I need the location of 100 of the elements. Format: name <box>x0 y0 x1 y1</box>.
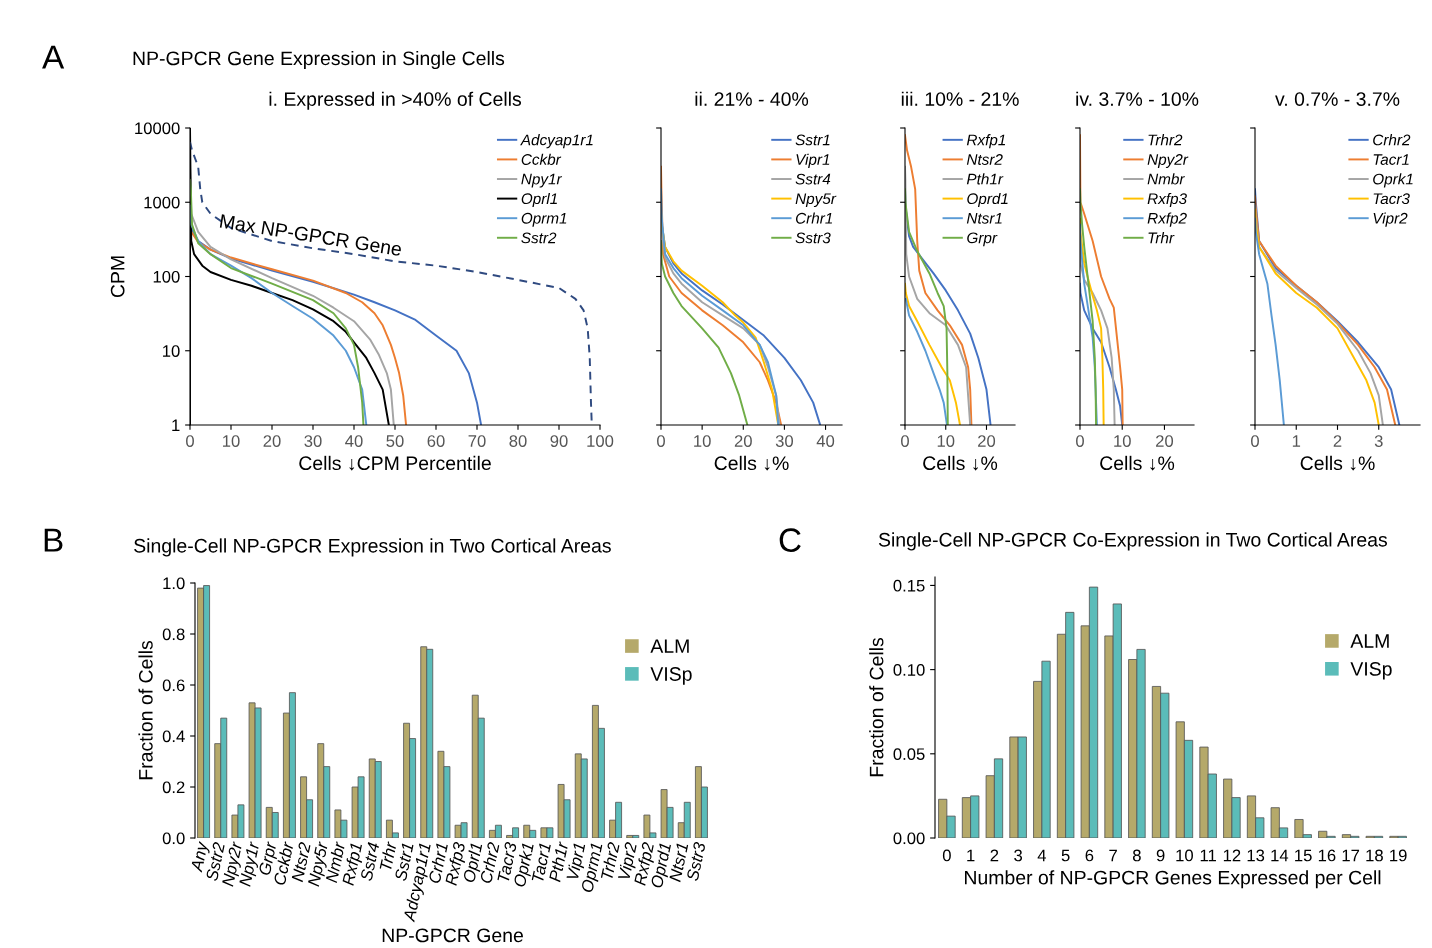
x-axis-title: Cells ↓CPM Percentile <box>299 455 491 471</box>
y-tick-label: 0.10 <box>893 664 925 676</box>
y-tick-label: 0.2 <box>162 781 185 794</box>
legend-label: Adcyap1r1 <box>520 134 593 149</box>
y-axis-title: Fraction of Cells <box>138 640 153 780</box>
x-tick-label: 2 <box>1333 435 1342 447</box>
x-tick-label: 0 <box>942 849 951 862</box>
legend-label: Grpr <box>967 232 998 247</box>
x-tick-label: 40 <box>816 435 835 447</box>
y-tick-label: 100 <box>153 270 180 283</box>
x-tick-label: 14 <box>1271 849 1289 862</box>
x-tick-label: 1 <box>1292 435 1301 447</box>
x-tick-label: Pth1r <box>548 840 569 883</box>
x-tick-label: 15 <box>1295 849 1312 862</box>
legend-label: Oprl1 <box>521 192 557 208</box>
x-tick-label: 10 <box>1114 435 1131 447</box>
y-tick-label: 1 <box>172 419 180 432</box>
x-tick-label: 10 <box>223 435 240 447</box>
legend-label: Rxfp1 <box>966 134 1006 149</box>
x-tick-label: 30 <box>304 435 322 447</box>
legend-label: Ntsr1 <box>966 213 1002 224</box>
legend-label: Pth1r <box>966 173 1004 185</box>
x-tick-label: 60 <box>427 435 445 447</box>
x-axis-title: Cells ↓% <box>923 455 998 471</box>
legend-label: Cckbr <box>521 153 562 165</box>
x-tick-label: 8 <box>1132 849 1141 862</box>
x-tick-label: Ntsr1 <box>669 842 689 883</box>
legend-label: Tacr3 <box>1373 193 1410 205</box>
x-tick-label: 0 <box>657 435 665 447</box>
chart-title: iii. 10% - 21% <box>901 91 1019 106</box>
legend-label: Npy1r <box>521 173 563 188</box>
legend-label: Trhr <box>1148 232 1175 244</box>
x-tick-label: 20 <box>1156 435 1174 447</box>
x-tick-label: 16 <box>1318 849 1336 862</box>
x-tick-label: 50 <box>386 435 404 447</box>
chart-title: Single-Cell NP-GPCR Co-Expression in Two Cortical Areas <box>878 532 1388 551</box>
x-tick-label: 1 <box>967 849 975 862</box>
x-tick-label: Tacr1 <box>531 842 551 883</box>
x-tick-label: 6 <box>1085 849 1094 862</box>
x-tick-label: 10 <box>1176 849 1193 862</box>
legend-label: Rxfp3 <box>1147 192 1187 208</box>
x-tick-label: 90 <box>550 435 568 447</box>
chart-title: ii. 21% - 40% <box>695 91 809 106</box>
x-tick-label: 30 <box>775 435 794 447</box>
x-tick-label: 100 <box>587 435 614 447</box>
legend-label: Npy2r <box>1147 154 1189 168</box>
y-tick-label: 0.6 <box>162 679 185 692</box>
x-tick-label: Sstr3 <box>686 841 706 882</box>
legend-label: Tacr1 <box>1373 154 1409 165</box>
legend-label: Crhr2 <box>1373 134 1411 146</box>
legend-label: Oprk1 <box>1373 173 1413 188</box>
x-tick-label: Trhr <box>379 840 397 871</box>
text: B <box>44 528 63 552</box>
x-tick-label: 3 <box>1374 435 1383 447</box>
legend-label: Sstr2 <box>521 232 557 244</box>
chart-title: v. 0.7% - 3.7% <box>1275 92 1400 106</box>
legend-label: VISp <box>1350 662 1392 680</box>
y-axis-title: CPM <box>110 256 125 298</box>
x-tick-label: 20 <box>734 435 752 447</box>
y-tick-label: 1.0 <box>163 577 185 590</box>
legend-label: Sstr1 <box>795 134 830 146</box>
x-tick-label: 4 <box>1037 849 1047 862</box>
x-tick-label: 10 <box>937 435 955 447</box>
x-tick-label: 19 <box>1390 849 1407 862</box>
x-tick-label: 0 <box>1251 435 1259 447</box>
legend-label: Rxfp2 <box>1147 212 1187 227</box>
legend-label: VISp <box>650 667 692 685</box>
x-tick-label: 5 <box>1061 849 1070 862</box>
y-tick-label: 0.4 <box>162 730 185 743</box>
x-tick-label: 0 <box>901 435 909 447</box>
x-tick-label: Sstr4 <box>360 841 380 882</box>
y-tick-label: 0.15 <box>893 579 925 592</box>
legend-label: Oprd1 <box>967 192 1008 208</box>
x-tick-label: 11 <box>1200 849 1216 862</box>
chart-title: iv. 3.7% - 10% <box>1076 91 1199 106</box>
y-tick-label: 0.0 <box>162 832 185 845</box>
x-tick-label: 70 <box>468 435 486 447</box>
y-tick-label: 10000 <box>135 122 180 135</box>
x-tick-label: 18 <box>1366 849 1383 862</box>
x-axis-title: Cells ↓% <box>714 455 789 471</box>
x-tick-label: 20 <box>263 435 281 447</box>
legend-label: Nmbr <box>1147 173 1185 185</box>
x-tick-label: 2 <box>990 849 999 862</box>
legend-label: Sstr4 <box>795 173 831 185</box>
legend-label: Trhr2 <box>1148 134 1183 146</box>
text: A <box>42 45 65 69</box>
legend-label: ALM <box>1350 634 1389 648</box>
text: NP-GPCR Gene Expression in Single Cells <box>133 50 505 70</box>
x-axis-title: Cells ↓% <box>1300 455 1375 471</box>
x-axis-title: Number of NP-GPCR Genes Expressed per Cell <box>965 870 1381 889</box>
y-tick-label: 1000 <box>144 196 180 209</box>
x-tick-label: 40 <box>345 435 363 447</box>
y-tick-label: 0.8 <box>162 628 185 641</box>
chart-title: i. Expressed in >40% of Cells <box>269 91 522 110</box>
chart-title: Single-Cell NP-GPCR Expression in Two Cortical Areas <box>134 538 611 557</box>
y-tick-label: 0.05 <box>893 748 925 761</box>
x-tick-label: 13 <box>1247 849 1265 862</box>
legend-label: Ntsr2 <box>966 154 1003 165</box>
y-axis-title: Fraction of Cells <box>869 637 884 777</box>
y-tick-label: 10 <box>163 345 180 357</box>
